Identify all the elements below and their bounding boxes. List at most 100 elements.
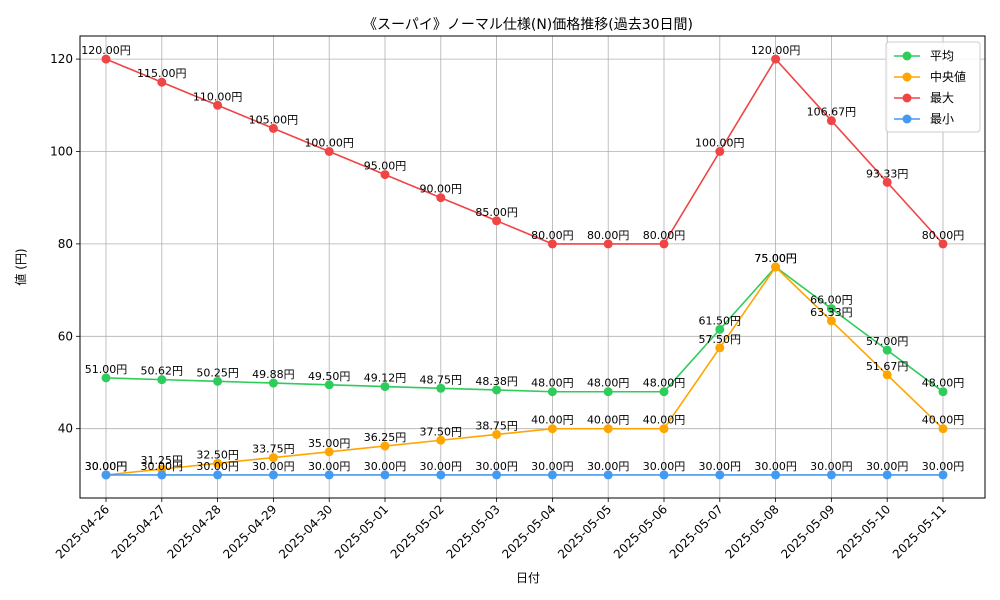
data-label: 95.00円 xyxy=(364,160,407,173)
data-point xyxy=(380,470,390,480)
series-line xyxy=(105,57,944,245)
data-point xyxy=(492,429,502,439)
y-axis-ticks: 40 60 80 100 120 xyxy=(50,52,80,436)
data-label: 51.67円 xyxy=(866,360,909,373)
data-point xyxy=(324,447,334,457)
data-label: 30.00円 xyxy=(141,460,184,473)
x-tick-label: 2025-05-03 xyxy=(444,502,503,561)
data-label: 48.00円 xyxy=(643,377,686,390)
data-point xyxy=(826,470,836,480)
x-tick-label: 2025-04-30 xyxy=(276,502,335,561)
data-point xyxy=(380,170,390,180)
data-label: 30.00円 xyxy=(754,460,797,473)
data-label: 49.88円 xyxy=(252,368,295,381)
data-label: 40.00円 xyxy=(587,414,630,427)
data-point xyxy=(101,470,111,480)
y-tick-label: 40 xyxy=(58,422,73,436)
data-label: 30.00円 xyxy=(308,460,351,473)
x-tick-label: 2025-05-01 xyxy=(332,502,391,561)
data-label: 30.00円 xyxy=(699,460,742,473)
data-point xyxy=(157,470,167,480)
data-point xyxy=(324,470,334,480)
data-label: 48.00円 xyxy=(922,377,965,390)
legend-label: 最小 xyxy=(930,112,954,126)
legend-label: 中央値 xyxy=(930,69,966,84)
data-label: 120.00円 xyxy=(81,44,131,57)
data-point xyxy=(882,470,892,480)
data-point xyxy=(101,373,111,383)
data-label: 30.00円 xyxy=(643,460,686,473)
data-label: 120.00円 xyxy=(751,44,801,57)
data-label: 35.00円 xyxy=(308,437,351,450)
data-label: 80.00円 xyxy=(922,229,965,242)
data-point xyxy=(213,458,223,468)
data-label: 90.00円 xyxy=(420,183,463,196)
x-tick-label: 2025-05-09 xyxy=(778,502,837,561)
data-point xyxy=(938,470,948,480)
data-label: 30.00円 xyxy=(85,460,128,473)
data-label: 30.00円 xyxy=(252,460,295,473)
data-point xyxy=(547,387,557,397)
data-label: 75.00円 xyxy=(754,252,797,265)
data-point xyxy=(882,177,892,187)
data-point xyxy=(659,239,669,249)
data-point xyxy=(771,54,781,64)
data-point xyxy=(603,470,613,480)
data-label: 30.00円 xyxy=(587,460,630,473)
data-label: 30.00円 xyxy=(810,460,853,473)
data-point xyxy=(938,424,948,434)
series-3 xyxy=(101,470,948,480)
x-tick-label: 2025-04-26 xyxy=(53,502,112,561)
x-tick-label: 2025-05-06 xyxy=(611,502,670,561)
data-label: 30.00円 xyxy=(866,460,909,473)
data-label: 30.00円 xyxy=(420,460,463,473)
data-point xyxy=(715,324,725,334)
data-point xyxy=(492,216,502,226)
data-point xyxy=(268,378,278,388)
data-label: 80.00円 xyxy=(531,229,574,242)
data-point xyxy=(436,435,446,445)
series-0 xyxy=(101,262,948,397)
data-label: 30.00円 xyxy=(85,460,128,473)
data-label: 30.00円 xyxy=(475,460,518,473)
data-labels: 51.00円 50.62円 50.25円 49.88円 49.50円 49.12円 48.7… xyxy=(81,44,964,473)
data-label: 30.00円 xyxy=(364,460,407,473)
data-point xyxy=(492,470,502,480)
x-tick-label: 2025-04-27 xyxy=(109,502,168,561)
x-tick-label: 2025-05-10 xyxy=(834,502,893,561)
data-label: 57.50円 xyxy=(699,333,742,346)
data-point xyxy=(101,54,111,64)
data-point xyxy=(715,343,725,353)
data-point xyxy=(213,376,223,386)
data-label: 57.00円 xyxy=(866,335,909,348)
data-label: 40.00円 xyxy=(643,414,686,427)
data-point xyxy=(938,387,948,397)
data-label: 50.62円 xyxy=(141,365,184,378)
data-label: 100.00円 xyxy=(304,137,354,150)
data-point xyxy=(324,380,334,390)
series-line xyxy=(105,265,944,393)
data-label: 63.33円 xyxy=(810,306,853,319)
data-label: 48.00円 xyxy=(531,377,574,390)
data-point xyxy=(603,239,613,249)
legend-swatch-marker xyxy=(902,93,912,103)
legend-item: 最大 xyxy=(894,91,954,105)
y-tick-label: 100 xyxy=(50,145,73,159)
series-layer xyxy=(101,54,948,480)
x-tick-label: 2025-05-11 xyxy=(890,502,949,561)
data-label: 93.33円 xyxy=(866,167,909,180)
data-point xyxy=(659,424,669,434)
data-point xyxy=(157,375,167,385)
data-point xyxy=(938,239,948,249)
legend-swatch-marker xyxy=(902,51,912,61)
data-point xyxy=(213,100,223,110)
data-label: 40.00円 xyxy=(531,414,574,427)
data-label: 49.50円 xyxy=(308,370,351,383)
data-point xyxy=(826,316,836,326)
data-point xyxy=(826,116,836,126)
data-label: 31.25円 xyxy=(141,454,184,467)
data-point xyxy=(380,382,390,392)
data-label: 37.50円 xyxy=(420,425,463,438)
